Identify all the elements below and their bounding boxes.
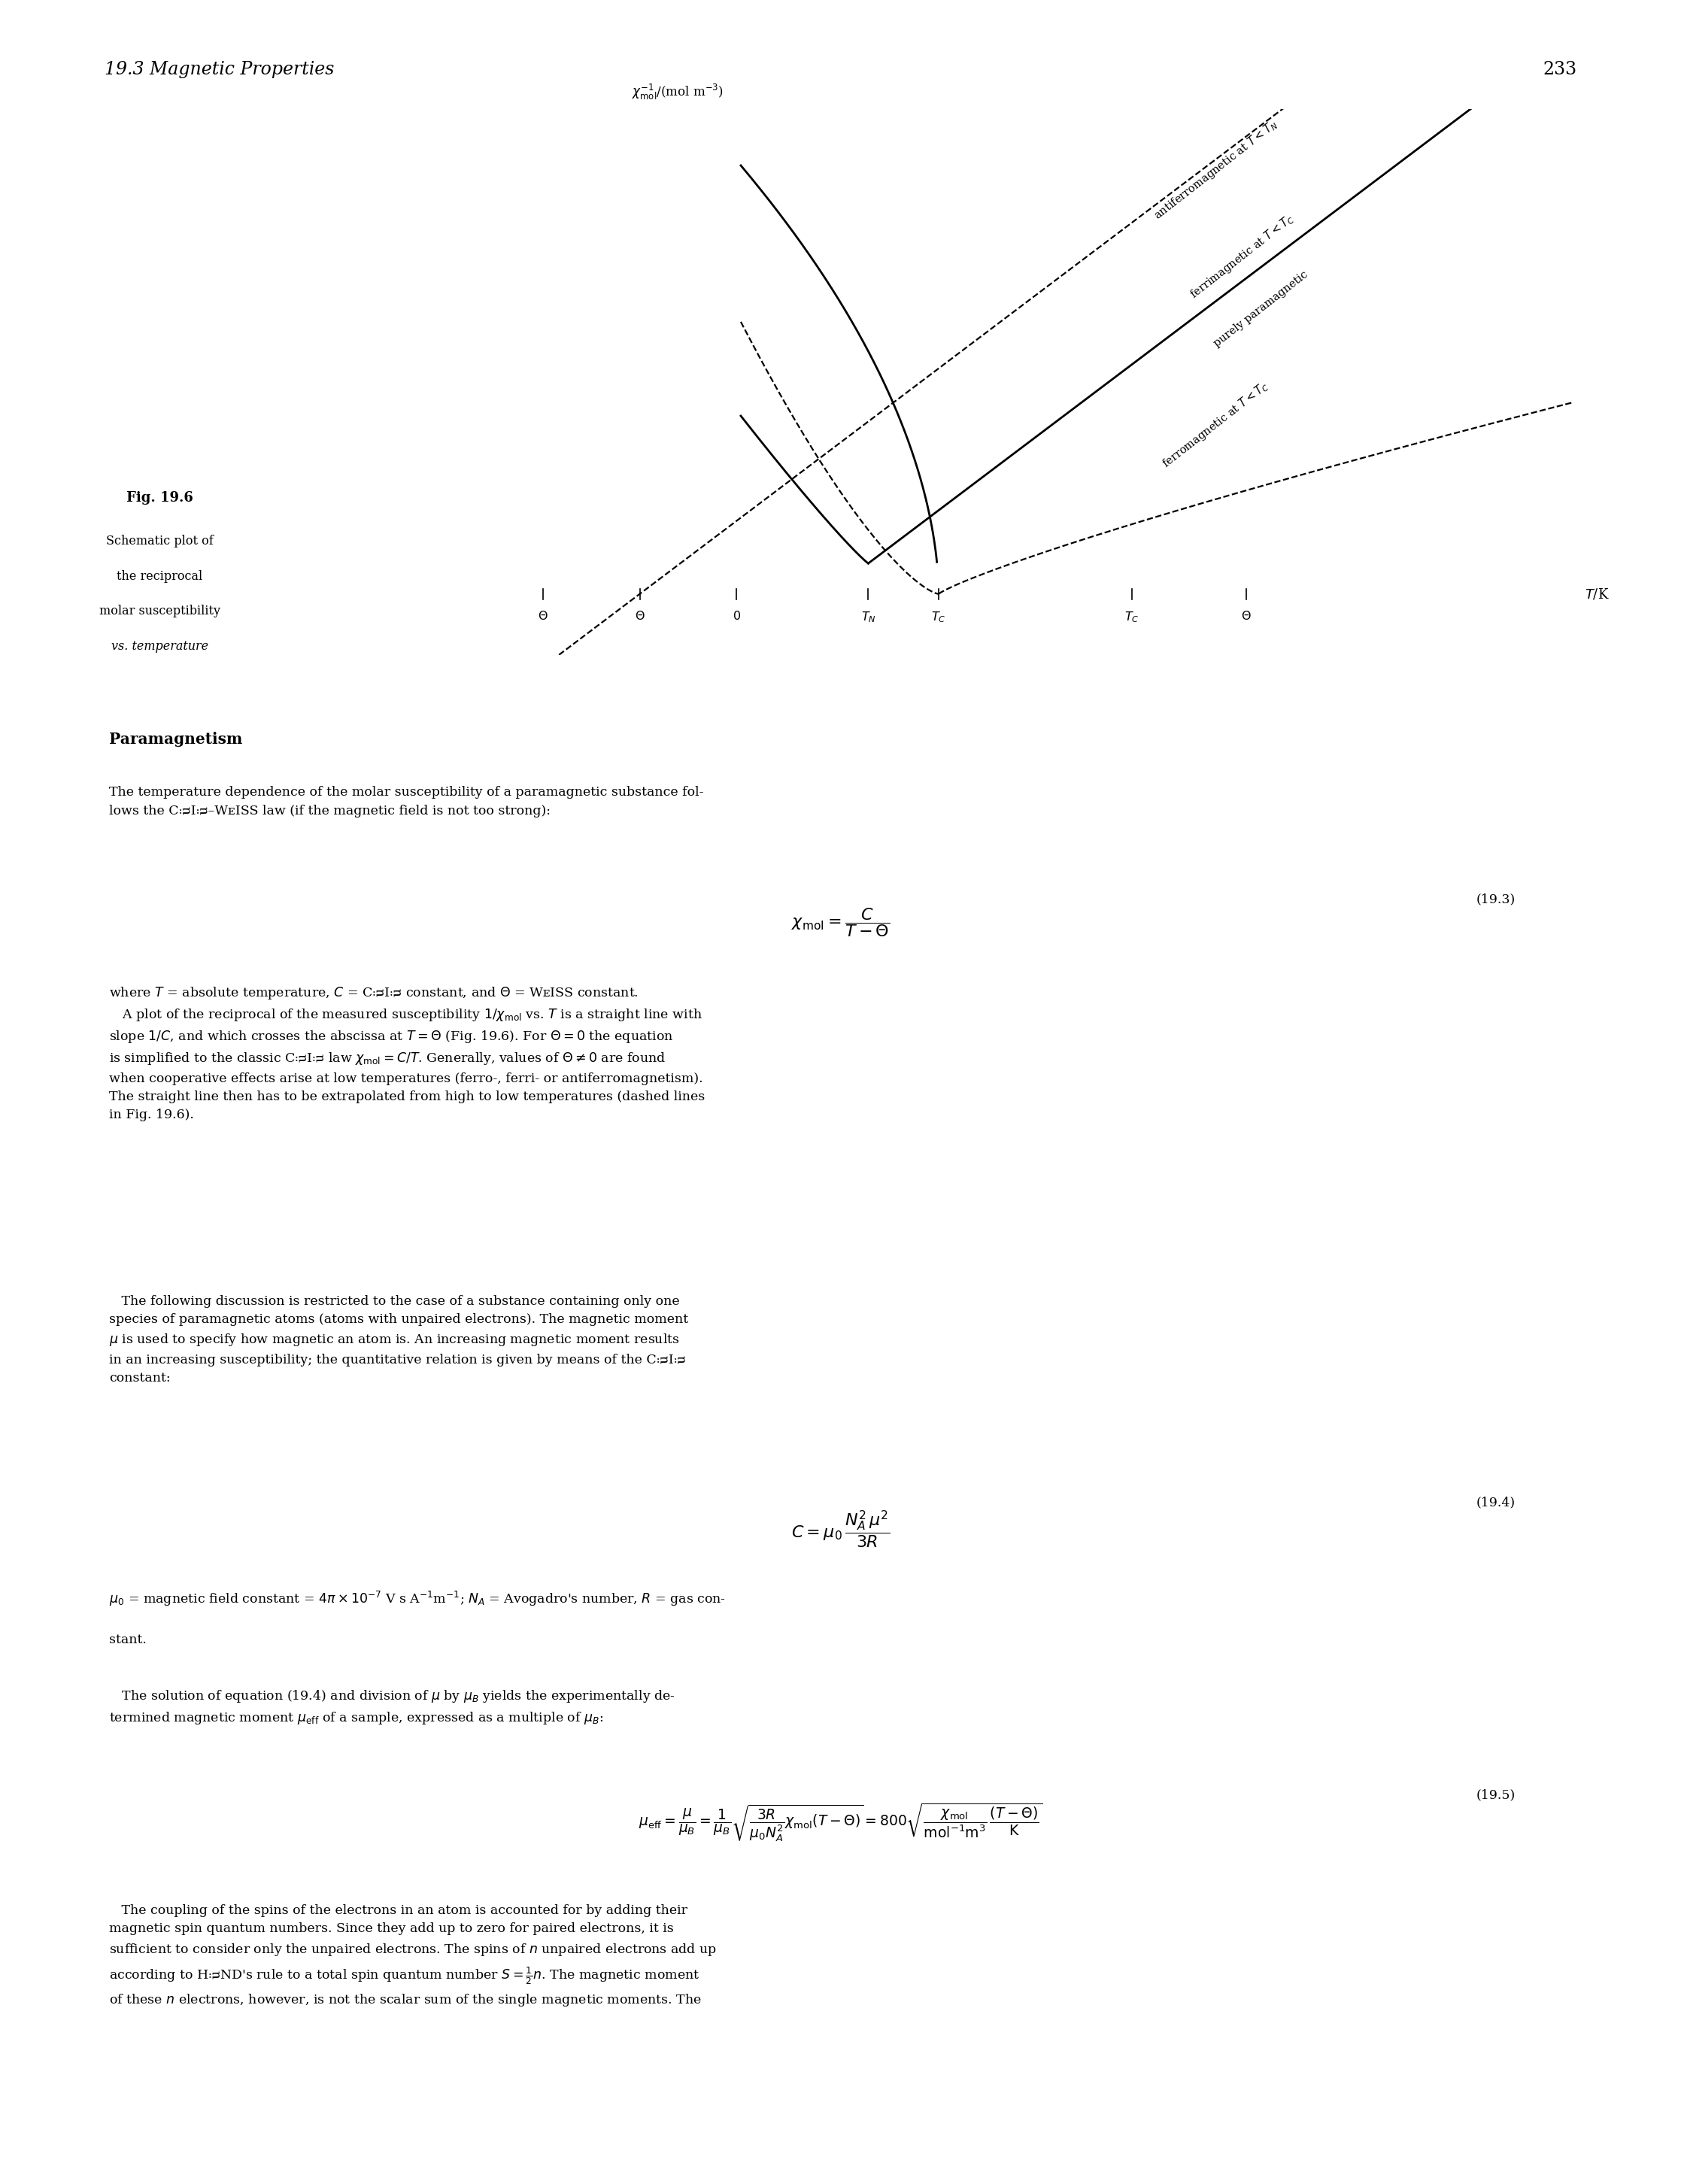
- Text: 233: 233: [1543, 61, 1577, 79]
- Text: $0$: $0$: [733, 609, 741, 622]
- Text: The coupling of the spins of the electrons in an atom is accounted for by adding: The coupling of the spins of the electro…: [109, 1904, 718, 2007]
- Text: (19.4): (19.4): [1476, 1496, 1515, 1509]
- Text: stant.: stant.: [109, 1634, 146, 1647]
- Text: The following discussion is restricted to the case of a substance containing onl: The following discussion is restricted t…: [109, 1295, 689, 1385]
- Text: vs. temperature: vs. temperature: [111, 640, 208, 653]
- Text: $\Theta$: $\Theta$: [1241, 609, 1252, 622]
- Text: Schematic plot of: Schematic plot of: [106, 535, 213, 548]
- Text: antiferromagnetic at $T < T_N$: antiferromagnetic at $T < T_N$: [1151, 118, 1281, 223]
- Text: (19.3): (19.3): [1476, 893, 1515, 906]
- Text: $T$/K: $T$/K: [1585, 587, 1609, 601]
- Text: Paramagnetism: Paramagnetism: [109, 732, 242, 747]
- Text: purely paramagnetic: purely paramagnetic: [1212, 269, 1309, 349]
- Text: ferrimagnetic at $T < T_C$: ferrimagnetic at $T < T_C$: [1187, 212, 1296, 301]
- Text: Fig. 19.6: Fig. 19.6: [126, 491, 193, 505]
- Text: $C = \mu_0\,\dfrac{N_A^2\,\mu^2}{3R}$: $C = \mu_0\,\dfrac{N_A^2\,\mu^2}{3R}$: [792, 1509, 889, 1551]
- Text: $\Theta$: $\Theta$: [634, 609, 646, 622]
- Text: $T_C$: $T_C$: [1125, 609, 1140, 625]
- Text: the reciprocal: the reciprocal: [116, 570, 203, 583]
- Text: where $T$ = absolute temperature, $C$ = CᴞIᴞ constant, and $\Theta$ = WᴇISS cons: where $T$ = absolute temperature, $C$ = …: [109, 985, 704, 1120]
- Text: The temperature dependence of the molar susceptibility of a paramagnetic substan: The temperature dependence of the molar …: [109, 786, 704, 817]
- Text: (19.5): (19.5): [1476, 1789, 1515, 1802]
- Text: ferromagnetic at $T < T_C$: ferromagnetic at $T < T_C$: [1160, 380, 1273, 472]
- Text: The solution of equation (19.4) and division of $\mu$ by $\mu_B$ yields the expe: The solution of equation (19.4) and divi…: [109, 1688, 676, 1725]
- Text: $\chi_{\mathrm{mol}}^{-1}$/(mol m$^{-3}$): $\chi_{\mathrm{mol}}^{-1}$/(mol m$^{-3}$…: [632, 83, 723, 100]
- Text: $\mu_0$ = magnetic field constant = $4\pi \times 10^{-7}$ V s A$^{-1}$m$^{-1}$; : $\mu_0$ = magnetic field constant = $4\p…: [109, 1590, 726, 1607]
- Text: 19.3 Magnetic Properties: 19.3 Magnetic Properties: [104, 61, 335, 79]
- Text: $\chi_{\mathrm{mol}} = \dfrac{C}{T - \Theta}$: $\chi_{\mathrm{mol}} = \dfrac{C}{T - \Th…: [792, 906, 889, 939]
- Text: molar susceptibility: molar susceptibility: [99, 605, 220, 618]
- Text: $T_C$: $T_C$: [931, 609, 946, 625]
- Text: $\Theta$: $\Theta$: [538, 609, 548, 622]
- Text: $\mu_{\mathrm{eff}} = \dfrac{\mu}{\mu_B} = \dfrac{1}{\mu_B}\sqrt{\dfrac{3R}{\mu_: $\mu_{\mathrm{eff}} = \dfrac{\mu}{\mu_B}…: [639, 1802, 1042, 1843]
- Text: $T_N$: $T_N$: [861, 609, 876, 625]
